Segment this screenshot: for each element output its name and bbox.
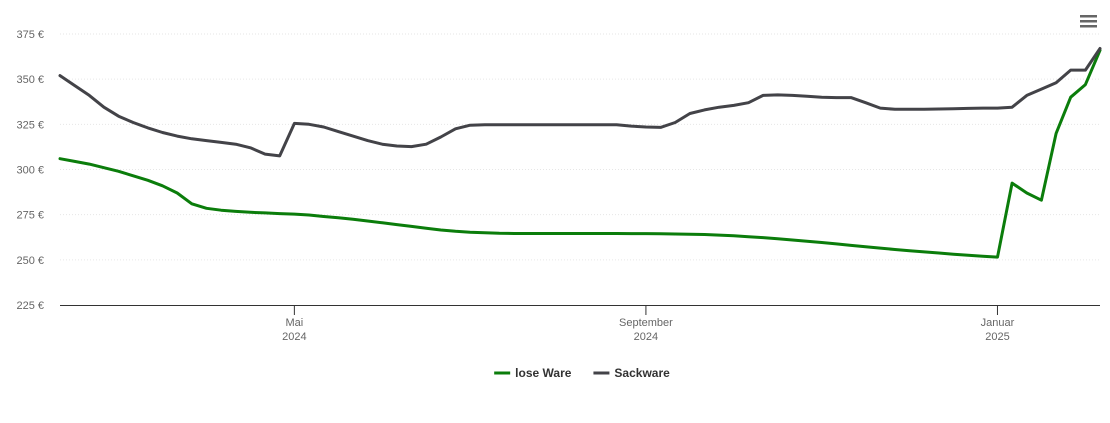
y-tick-label: 250 € bbox=[16, 255, 44, 267]
x-tick-label: 2025 bbox=[985, 331, 1009, 343]
x-tick-label: 2024 bbox=[634, 331, 658, 343]
x-tick-label: September bbox=[619, 317, 673, 329]
legend-label: lose Ware bbox=[515, 366, 572, 380]
x-tick-label: 2024 bbox=[282, 331, 306, 343]
x-tick-label: Mai bbox=[285, 317, 303, 329]
menu-icon[interactable] bbox=[1080, 15, 1097, 28]
x-tick-label: Januar bbox=[981, 317, 1015, 329]
y-tick-label: 275 € bbox=[16, 210, 44, 222]
legend-label: Sackware bbox=[614, 366, 670, 380]
series-line bbox=[58, 47, 1102, 158]
y-tick-label: 325 € bbox=[16, 119, 44, 131]
y-tick-label: 350 € bbox=[16, 74, 44, 86]
legend-item[interactable]: lose Ware bbox=[494, 366, 572, 380]
series-line bbox=[58, 48, 1102, 259]
legend: lose Ware Sackware bbox=[494, 366, 670, 380]
y-tick-label: 225 € bbox=[16, 300, 44, 312]
menu-bar bbox=[1080, 20, 1097, 23]
menu-bar bbox=[1080, 15, 1097, 18]
menu-bar bbox=[1080, 25, 1097, 28]
y-tick-label: 375 € bbox=[16, 29, 44, 41]
y-tick-label: 300 € bbox=[16, 165, 44, 177]
legend-item[interactable]: Sackware bbox=[593, 366, 670, 380]
